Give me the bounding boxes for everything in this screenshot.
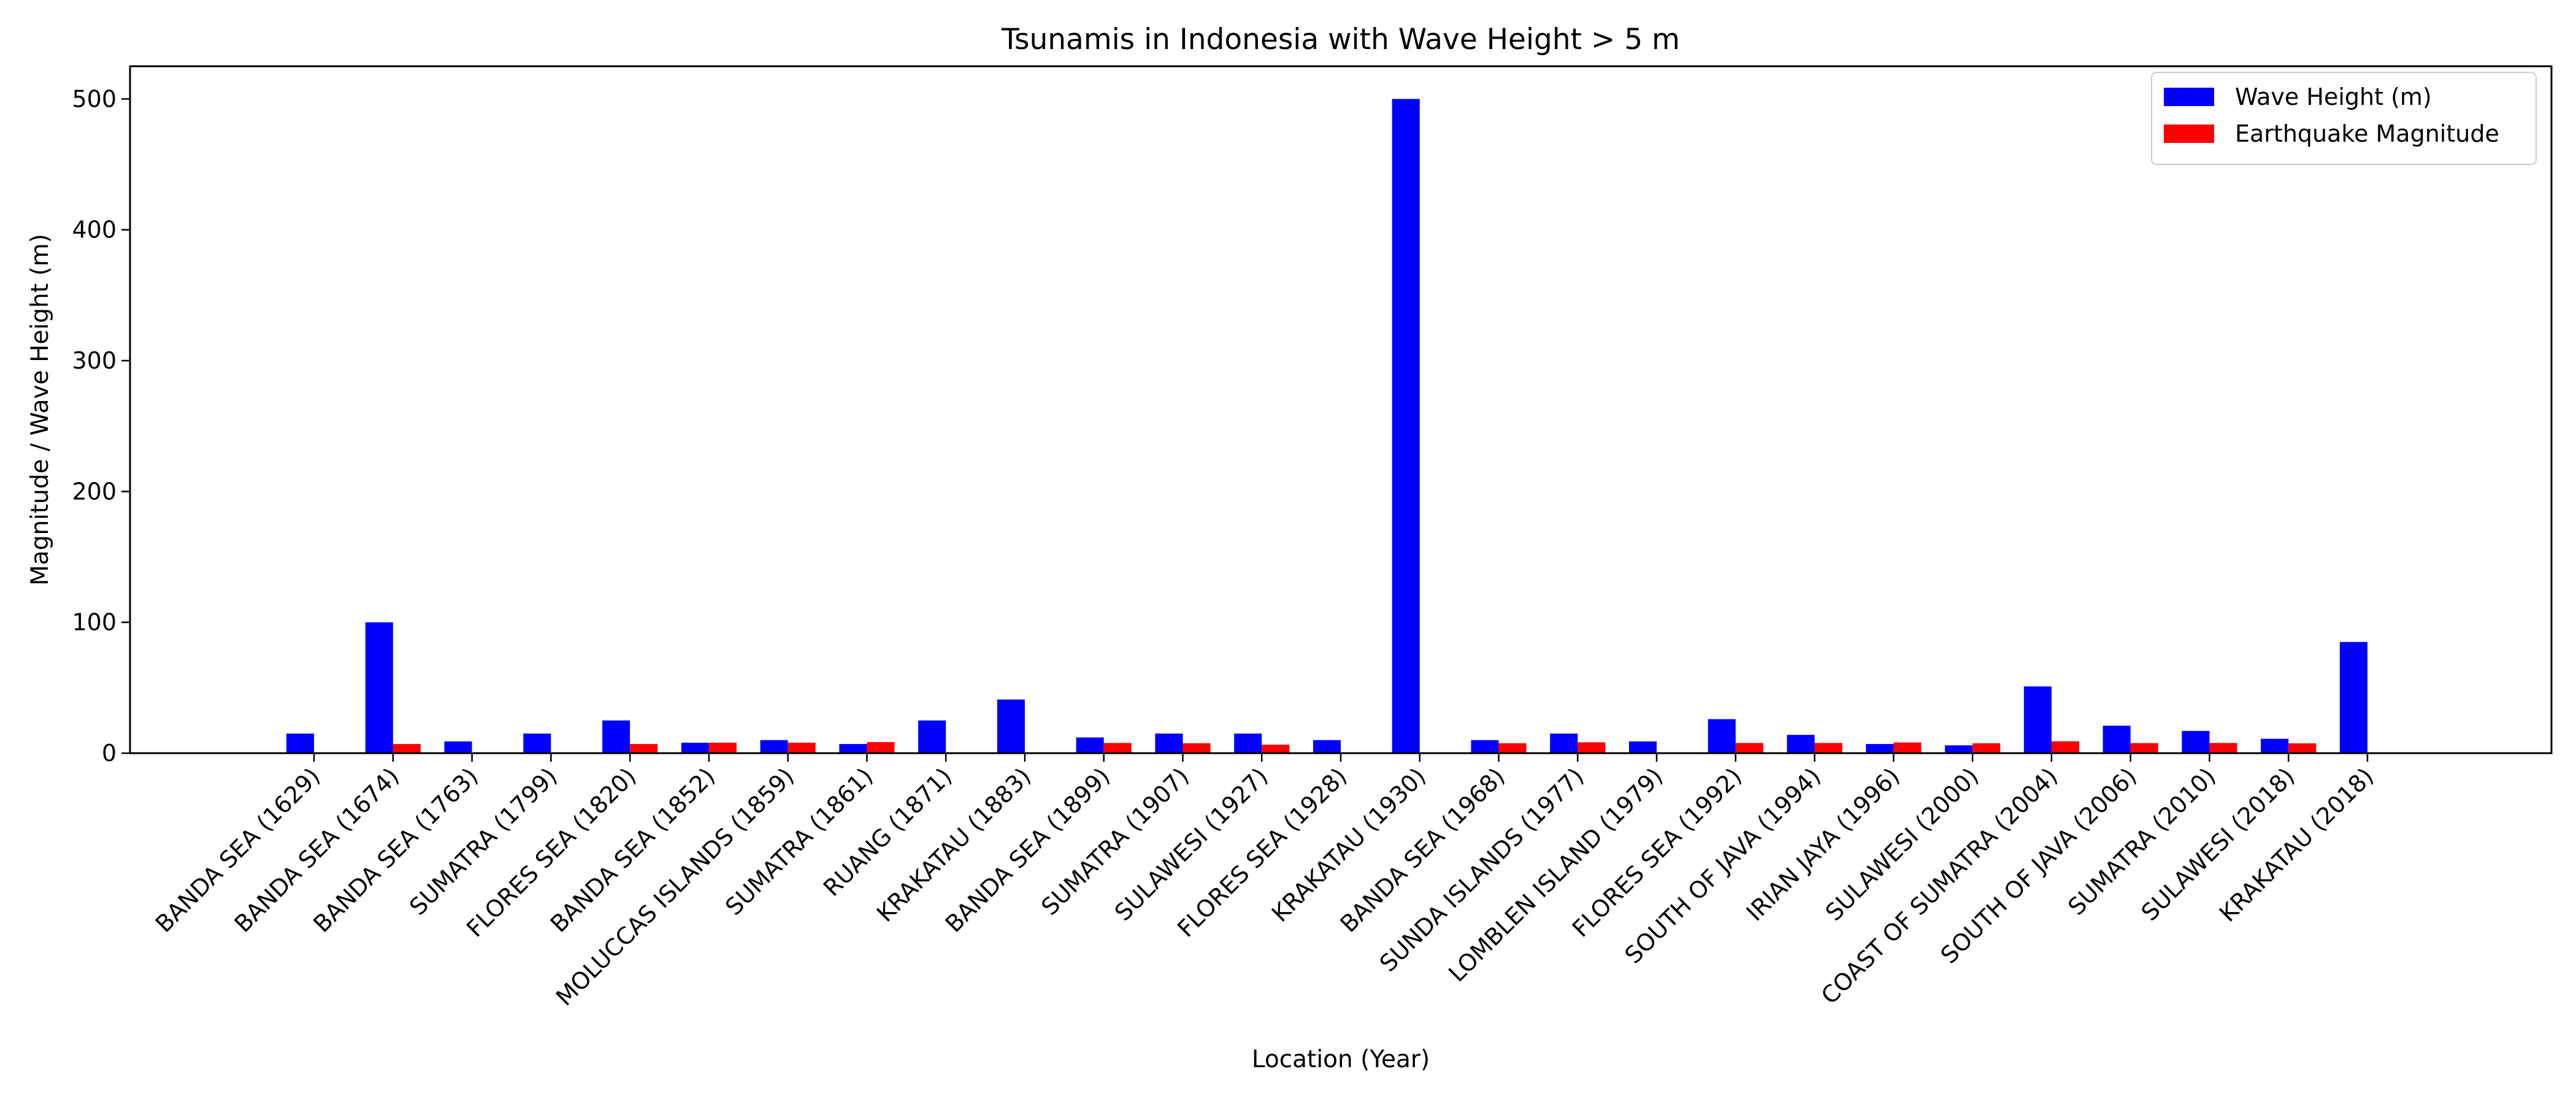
earthquake-magnitude-bar [1814,743,1842,753]
y-tick-label: 300 [72,347,117,374]
plot-frame [129,65,2553,754]
earthquake-magnitude-bar [1735,743,1763,753]
y-tick-label: 100 [72,609,117,636]
wave-height-bar [918,720,946,753]
wave-height-bar [1392,99,1420,754]
earthquake-magnitude-bar [788,742,816,753]
x-tick-label: SUMATRA (1799) [404,762,562,921]
legend-entry-label: Wave Height (m) [2235,83,2432,110]
wave-height-bar [602,720,631,753]
wave-height-bar [2339,642,2367,753]
wave-height-bar [1313,740,1341,753]
legend-box [2151,72,2537,165]
legend-entry-label: Earthquake Magnitude [2235,120,2499,147]
earthquake-magnitude-bar [867,742,895,753]
wave-height-bar [1945,745,1973,753]
wave-height-bar [1708,719,1736,753]
x-tick-label: KRAKATAU (1930) [1267,762,1431,927]
wave-height-bar [2261,738,2289,753]
x-tick-label: SULAWESI (2000) [1820,762,1984,926]
earthquake-magnitude-bar [630,744,658,753]
earthquake-magnitude-bar [393,744,421,753]
wave-height-bar [681,742,709,753]
chart-title: Tsunamis in Indonesia with Wave Height >… [1001,23,1680,56]
y-tick-label: 200 [72,478,117,505]
wave-height-bar [2103,726,2131,753]
wave-height-bar [523,734,551,753]
wave-height-bar [286,734,315,753]
x-axis-label: Location (Year) [1252,1046,1430,1073]
earthquake-magnitude-bar [708,742,737,753]
y-axis-label: Magnitude / Wave Height (m) [26,234,54,586]
earthquake-magnitude-bar [2209,743,2237,753]
legend-swatch [2164,125,2214,143]
earthquake-magnitude-bar [1972,743,2001,753]
wave-height-bar [365,622,393,753]
wave-height-bar [2182,730,2210,753]
earthquake-magnitude-bar [2288,743,2317,753]
earthquake-magnitude-bar [1893,742,1922,753]
wave-height-bar [444,741,472,753]
legend-swatch [2164,88,2214,106]
y-tick-label: 0 [102,740,117,767]
wave-height-bar [1471,740,1499,753]
earthquake-magnitude-bar [1498,743,1527,753]
x-tick-label: KRAKATAU (1883) [872,762,1036,927]
wave-height-bar [1550,734,1578,753]
x-tick-label: KRAKATAU (2018) [2214,762,2379,927]
wave-height-bar [1155,734,1183,753]
y-tick-label: 500 [72,85,117,112]
earthquake-magnitude-bar [2051,741,2079,753]
wave-height-bar [2023,686,2052,753]
wave-height-bar [760,740,788,753]
earthquake-magnitude-bar [1262,745,1290,753]
x-tick-label: SUMATRA (1861) [720,762,878,921]
wave-height-bar [1076,737,1104,753]
earthquake-magnitude-bar [1577,742,1606,753]
wave-height-bar [1787,735,1815,753]
wave-height-bar [1234,734,1262,753]
x-tick-label: SULAWESI (1927) [1110,762,1273,926]
wave-height-bar [1866,744,1894,753]
x-tick-label: SUMATRA (1907) [1036,762,1194,921]
x-tick-label: SUMATRA (2010) [2063,762,2221,921]
legend: Wave Height (m) Earthquake Magnitude [2151,72,2537,165]
x-tick-label: IRIAN JAYA (1996) [1741,762,1905,926]
earthquake-magnitude-bar [1103,743,1132,753]
wave-height-bar [997,699,1025,753]
earthquake-magnitude-bar [2130,743,2158,753]
wave-height-bar [1629,741,1657,753]
wave-height-bar [839,744,867,753]
earthquake-magnitude-bar [1183,743,1211,753]
x-tick-label: SULAWESI (2018) [2136,762,2300,926]
y-tick-label: 400 [72,217,117,243]
